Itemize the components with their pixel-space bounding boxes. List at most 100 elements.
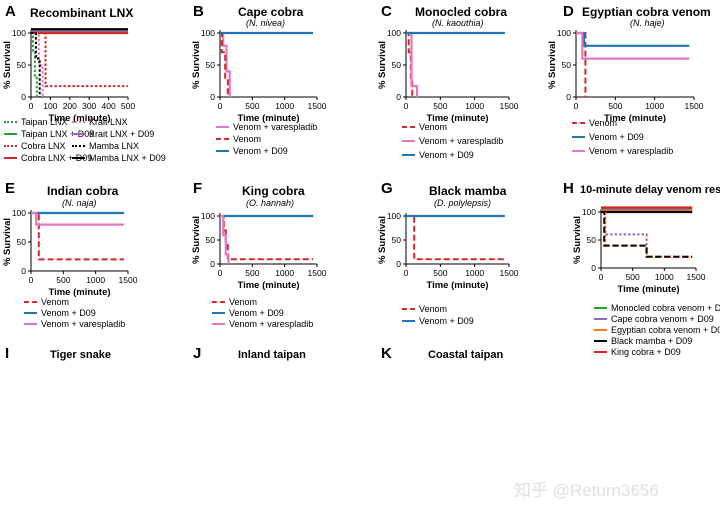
- panel-d-legend-swatch: [572, 150, 585, 152]
- panel-d-x-axis-label: Time (minute): [604, 113, 666, 124]
- panel-c-x-tick-label: 1500: [500, 101, 519, 111]
- panel-g-x-tick-label: 0: [404, 268, 409, 278]
- panel-a-legend-label: Mamba LNX: [89, 141, 140, 151]
- panel-e-x-tick-label: 500: [56, 275, 70, 285]
- panel-d-legend-swatch: [572, 122, 585, 124]
- panel-d-x-tick-label: 1500: [685, 101, 704, 111]
- panel-h-x-tick-label: 1000: [655, 272, 674, 282]
- panel-a-legend-swatch: [4, 133, 17, 135]
- panel-a-legend-swatch: [72, 121, 85, 123]
- panel-g-y-tick-label: 50: [392, 235, 402, 245]
- panel-label-i: I: [5, 345, 10, 362]
- panel-a-x-tick-label: 300: [82, 101, 96, 111]
- panel-a-legend-label: Cobra LNX + D09: [21, 153, 93, 163]
- panel-d-x-tick-label: 500: [608, 101, 622, 111]
- panel-e-series-line: [31, 211, 125, 226]
- panel-b-legend-label: Venom: [233, 134, 262, 144]
- watermark-text: 知乎 @Return3656: [514, 481, 659, 500]
- panel-g-y-axis-label: % Survival: [377, 216, 388, 264]
- panel-c-x-tick-label: 500: [433, 101, 447, 111]
- panel-a-y-tick-label: 50: [17, 60, 27, 70]
- panel-e-subtitle: (N. naja): [62, 198, 97, 208]
- panel-b-x-axis-label: Time (minute): [237, 113, 299, 124]
- panel-c-legend-label: Venom: [419, 122, 448, 132]
- panel-f-x-tick-label: 500: [245, 268, 259, 278]
- panel-label-a: A: [5, 3, 16, 20]
- panel-a-y-tick-label: 100: [12, 28, 26, 38]
- panel-a-legend-item: Krait LNX + D09: [72, 129, 154, 139]
- panel-e-title: Indian cobra: [47, 184, 119, 198]
- panel-h-y-tick-label: 50: [587, 235, 597, 245]
- panel-d-legend-item: Venom: [572, 118, 617, 128]
- panel-a-legend-swatch: [72, 145, 85, 147]
- panel-d-subtitle: (N. haje): [630, 18, 665, 28]
- panel-b-legend-label: Venom + D09: [233, 146, 288, 156]
- panel-i-title: Tiger snake: [50, 349, 111, 361]
- panel-a-x-tick-label: 500: [121, 101, 135, 111]
- panel-g-legend-label: Venom: [419, 304, 448, 314]
- panel-h-y-axis-label: % Survival: [572, 216, 583, 264]
- panel-c-legend-item: Venom + varespladib: [402, 136, 503, 146]
- panel-j-title: Inland taipan: [238, 349, 306, 361]
- panel-e-legend-item: Venom + D09: [24, 308, 96, 318]
- panel-h-legend-item: King cobra + D09: [594, 347, 681, 357]
- panel-a-legend-label: Krait LNX: [89, 117, 128, 127]
- panel-g-title: Black mamba: [429, 184, 507, 198]
- panel-a-legend-item: Krait LNX: [72, 117, 128, 127]
- panel-g-x-tick-label: 500: [433, 268, 447, 278]
- panel-h-series-line: [601, 211, 693, 258]
- panel-d-legend-item: Venom + varespladib: [572, 146, 673, 156]
- panel-b-y-axis-label: % Survival: [191, 41, 202, 89]
- panel-g-legend-swatch: [402, 308, 415, 310]
- panel-a-legend-swatch: [4, 145, 17, 147]
- panel-c-x-tick-label: 0: [404, 101, 409, 111]
- panel-f-x-tick-label: 0: [218, 268, 223, 278]
- panel-b-subtitle: (N. nivea): [246, 18, 286, 28]
- panel-d-series-line: [576, 31, 690, 60]
- panel-e-y-tick-label: 50: [17, 237, 27, 247]
- panel-g-y-tick-label: 100: [387, 211, 401, 221]
- panel-a-legend-item: Cobra LNX + D09: [4, 153, 92, 163]
- panel-e-legend-swatch: [24, 312, 37, 314]
- panel-g-x-axis-label: Time (minute): [426, 280, 488, 291]
- panel-a-legend-item: Mamba LNX: [72, 141, 139, 151]
- panel-b-legend-item: Venom: [216, 134, 261, 144]
- panel-g-legend-swatch: [402, 320, 415, 322]
- panel-label-e: E: [5, 180, 16, 197]
- panel-a-legend-swatch: [4, 157, 17, 159]
- panel-d-x-tick-label: 1000: [645, 101, 664, 111]
- panel-e-y-tick-label: 0: [21, 266, 26, 276]
- panel-c-legend-item: Venom + D09: [402, 150, 474, 160]
- panel-c-y-tick-label: 100: [387, 28, 401, 38]
- panel-c-legend-swatch: [402, 140, 415, 142]
- panel-b-y-tick-label: 0: [210, 92, 215, 102]
- panel-g-y-tick-label: 0: [396, 259, 401, 269]
- panel-a-legend-swatch: [4, 121, 17, 123]
- panel-e-legend-label: Venom + D09: [41, 308, 96, 318]
- panel-a-legend-label: Taipan LNX: [21, 117, 68, 127]
- panel-h-legend-label: Cape cobra venom + D09: [611, 314, 714, 324]
- panel-f-legend-item: Venom + D09: [212, 308, 284, 318]
- panel-f-y-axis-label: % Survival: [191, 216, 202, 264]
- panel-b-legend-swatch: [216, 138, 229, 140]
- panel-c-legend-swatch: [402, 126, 415, 128]
- panel-e-x-tick-label: 0: [29, 275, 34, 285]
- panel-a-legend-label: Mamba LNX + D09: [89, 153, 166, 163]
- panel-d-legend-label: Venom + D09: [589, 132, 644, 142]
- panel-f-legend-swatch: [212, 312, 225, 314]
- panel-a-legend-swatch: [72, 157, 85, 159]
- panel-label-j: J: [193, 345, 202, 362]
- panel-h-legend-item: Egyptian cobra venom + D09: [594, 325, 720, 335]
- panel-d-legend-swatch: [572, 136, 585, 138]
- panel-b-x-tick-label: 0: [218, 101, 223, 111]
- panel-f-x-axis-label: Time (minute): [237, 280, 299, 291]
- panel-f-legend-swatch: [212, 301, 225, 303]
- panel-a-legend-item: Mamba LNX + D09: [72, 153, 166, 163]
- panel-h-x-tick-label: 500: [626, 272, 640, 282]
- panel-h-legend-label: King cobra + D09: [611, 347, 681, 357]
